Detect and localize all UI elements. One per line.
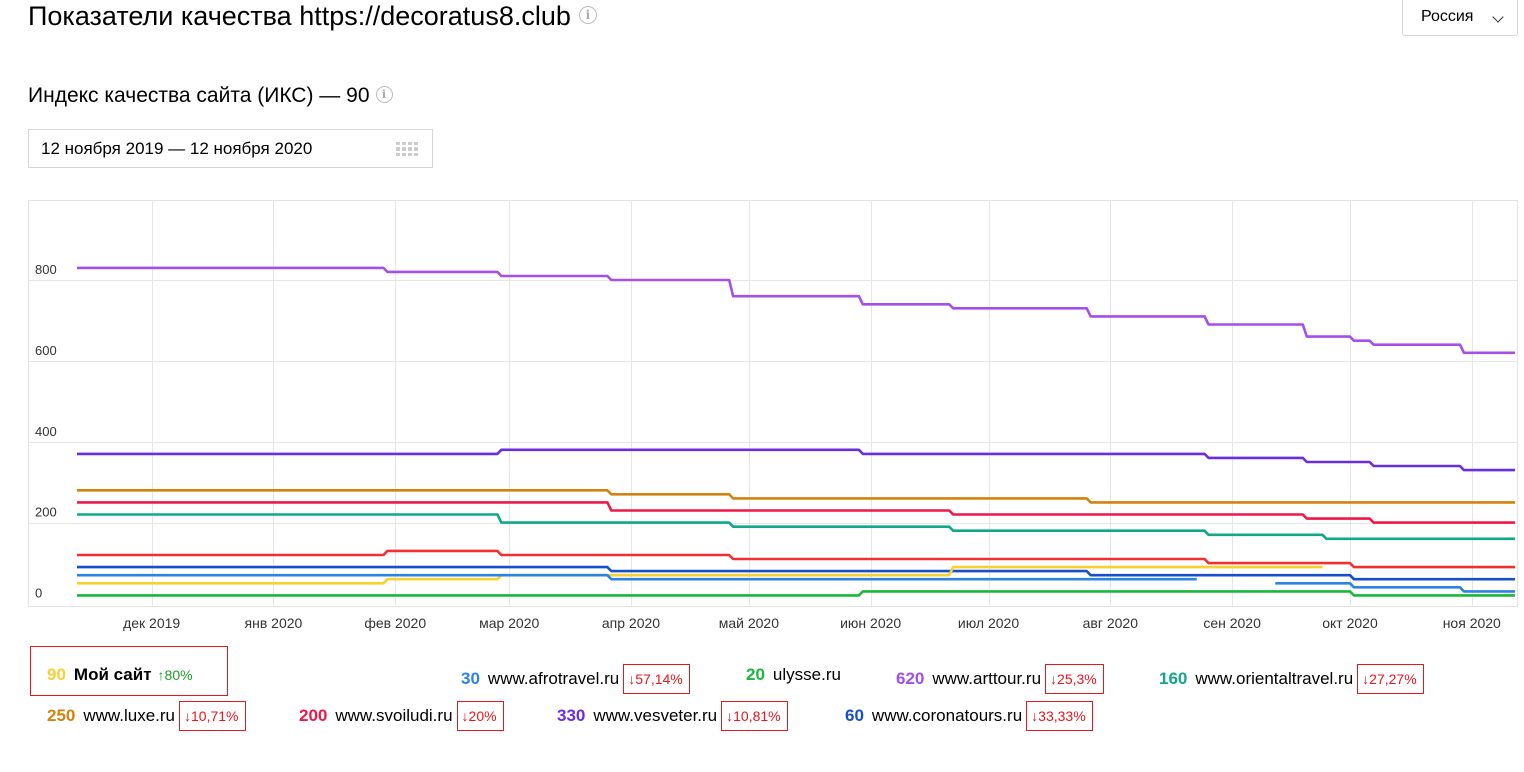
legend-item-afrotravel[interactable]: 30 www.afrotravel.ru ↓57,14% <box>461 664 690 694</box>
y-tick-label: 400 <box>35 424 57 439</box>
y-tick-label: 800 <box>35 262 57 277</box>
x-tick-label: окт 2020 <box>1322 615 1378 631</box>
x-tick-label: мар 2020 <box>479 615 539 631</box>
legend-value: 90 <box>47 665 66 684</box>
info-icon[interactable]: i <box>578 5 597 24</box>
x-tick-label: ноя 2020 <box>1443 615 1501 631</box>
legend-value: 330 <box>557 706 586 725</box>
x-tick-label: апр 2020 <box>602 615 660 631</box>
x-tick-label: июн 2020 <box>840 615 901 631</box>
legend-change-badge: ↓10,71% <box>179 701 246 731</box>
legend-change-badge: ↓57,14% <box>623 664 690 694</box>
date-range-value: 12 ноября 2019 — 12 ноября 2020 <box>41 139 313 158</box>
x-tick-label: авг 2020 <box>1083 615 1139 631</box>
x-tick-label: дек 2019 <box>123 615 180 631</box>
legend-site-name: www.arttour.ru <box>932 669 1042 688</box>
series-line-coronatours <box>77 565 1515 581</box>
x-tick-label: фев 2020 <box>364 615 426 631</box>
legend-value: 160 <box>1159 669 1188 688</box>
legend-change-badge: ↓10,81% <box>721 701 788 731</box>
series-line-orientaltravel <box>77 513 1515 541</box>
y-tick-label: 0 <box>35 586 42 601</box>
series-line-ulysse <box>77 590 1515 597</box>
legend-value: 60 <box>845 706 864 725</box>
legend-item-coronatours[interactable]: 60 www.coronatours.ru ↓33,33% <box>845 701 1093 731</box>
legend-value: 200 <box>299 706 328 725</box>
x-tick-label: сен 2020 <box>1203 615 1261 631</box>
legend-item-vesveter[interactable]: 330 www.vesveter.ru ↓10,81% <box>557 701 788 731</box>
my-site-highlight <box>30 646 228 696</box>
legend-item-luxe[interactable]: 250 www.luxe.ru ↓10,71% <box>47 701 246 731</box>
legend-site-name: www.vesveter.ru <box>593 706 718 725</box>
page-title: Показатели качества https://decoratus8.c… <box>28 0 597 34</box>
page-title-text: Показатели качества https://decoratus8.c… <box>28 1 571 31</box>
region-label: Россия <box>1421 8 1474 25</box>
legend-value: 620 <box>896 669 925 688</box>
series-line-arttour <box>77 266 1515 355</box>
series-line-afrotravel2 <box>1275 581 1515 593</box>
y-tick-label: 200 <box>35 505 57 520</box>
series-line-red2 <box>77 549 1515 569</box>
legend-change-badge: ↓25,3% <box>1045 664 1104 694</box>
legend-change-badge: ↑80% <box>157 667 193 683</box>
date-range-picker[interactable]: 12 ноября 2019 — 12 ноября 2020 <box>28 129 433 168</box>
legend-item-orientaltravel[interactable]: 160 www.orientaltravel.ru ↓27,27% <box>1159 664 1424 694</box>
legend-change-badge: ↓27,27% <box>1357 664 1424 694</box>
x-tick-label: май 2020 <box>719 615 779 631</box>
region-select[interactable]: Россия <box>1402 0 1518 36</box>
legend-site-name: www.svoiludi.ru <box>335 706 453 725</box>
legend-item-arttour[interactable]: 620 www.arttour.ru ↓25,3% <box>896 664 1104 694</box>
series-line-svoiludi <box>77 501 1515 524</box>
legend-site-name: www.afrotravel.ru <box>487 669 620 688</box>
legend-value: 250 <box>47 706 76 725</box>
info-icon[interactable]: i <box>375 85 393 103</box>
series-line-mysite <box>77 565 1323 585</box>
section-title-text: Индекс качества сайта (ИКС) — 90 <box>28 84 370 107</box>
chevron-down-icon <box>1492 11 1504 23</box>
legend-site-name: www.luxe.ru <box>83 706 176 725</box>
section-title: Индекс качества сайта (ИКС) — 90 i <box>28 82 393 110</box>
legend-site-name: www.orientaltravel.ru <box>1195 669 1354 688</box>
plot-border <box>28 200 1518 607</box>
iks-chart: дек 2019 янв 2020 фев 2020 мар 2020 апр 2020… <box>28 200 1518 631</box>
x-tick-label: янв 2020 <box>245 615 303 631</box>
y-tick-label: 600 <box>35 343 57 358</box>
legend-item-ulysse[interactable]: 20 ulysse.ru <box>746 664 841 686</box>
legend-item-mysite[interactable]: 90 Мой сайт ↑80% <box>47 664 195 686</box>
x-tick-label: июл 2020 <box>958 615 1019 631</box>
legend-site-name: www.coronatours.ru <box>871 706 1023 725</box>
legend-value: 30 <box>461 669 480 688</box>
calendar-icon[interactable] <box>396 142 418 156</box>
legend-site-name: ulysse.ru <box>772 665 841 684</box>
series-line-afrotravel <box>77 573 1197 581</box>
legend-item-svoiludi[interactable]: 200 www.svoiludi.ru ↓20% <box>299 701 504 731</box>
series-line-vesveter <box>77 448 1515 472</box>
legend-change-badge: ↓20% <box>456 701 504 731</box>
legend-change-badge: ↓33,33% <box>1026 701 1093 731</box>
series-line-luxe <box>77 488 1515 504</box>
legend-site-name: Мой сайт <box>73 665 152 684</box>
legend-value: 20 <box>746 665 765 684</box>
